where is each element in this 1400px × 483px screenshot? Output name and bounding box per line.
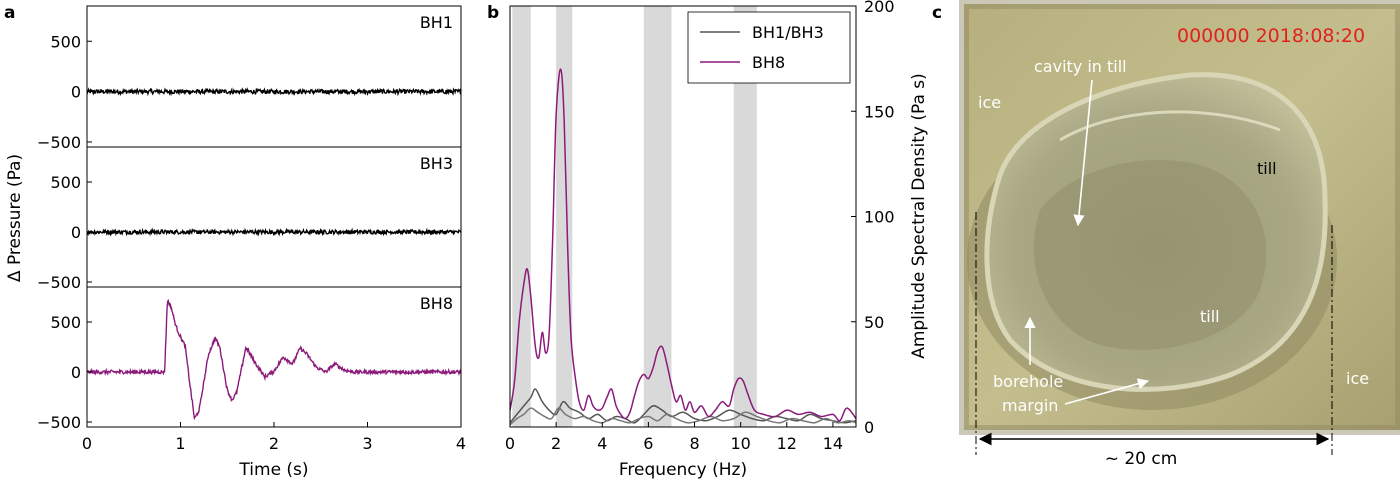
y-tick-label: 100 xyxy=(864,208,895,227)
subplot-frame-bh8 xyxy=(86,286,462,428)
legend-box xyxy=(687,11,851,84)
y-tick-label: −500 xyxy=(37,413,81,432)
frequency-band-4 xyxy=(733,6,757,427)
photo-vignette xyxy=(959,0,1400,435)
x-tick-label: 0 xyxy=(505,434,515,453)
panel-b-x-ticks: 0 2 4 6 8 10 12 14 xyxy=(505,422,843,453)
borehole-image: 000000 2018:08:20 ice cavity in till til… xyxy=(959,0,1400,435)
cavity-outline xyxy=(984,72,1328,392)
x-tick-label: 0 xyxy=(82,434,92,453)
cavity-upper-ridge xyxy=(1059,110,1281,142)
subplot-label-bh3: BH3 xyxy=(420,154,453,173)
subplot-bh3: −500 0 500 BH3 xyxy=(37,146,462,292)
y-tick-label: −500 xyxy=(37,133,81,152)
series-line-bh1-bh3-2 xyxy=(509,407,857,426)
panel-a-letter: a xyxy=(4,3,15,23)
x-tick-label: 1 xyxy=(175,434,185,453)
panel-a-ylabel: Δ Pressure (Pa) xyxy=(5,154,25,282)
x-tick-label: 4 xyxy=(456,434,466,453)
x-tick-label: 3 xyxy=(362,434,372,453)
panel-b-ylabel: Amplitude Spectral Density (Pa s) xyxy=(909,73,929,359)
panel-a-xlabel: Time (s) xyxy=(238,460,308,480)
x-tick-label: 8 xyxy=(689,434,699,453)
panel-c-borehole-photo: c 000000 2018:08:20 ice cavity in till t… xyxy=(932,0,1400,469)
legend-label-bh13: BH1/BH3 xyxy=(752,23,824,42)
legend-label-bh8: BH8 xyxy=(752,53,785,72)
frequency-bands xyxy=(512,6,757,427)
subplot-label-bh8: BH8 xyxy=(420,294,453,313)
scale-bar: ~ 20 cm xyxy=(975,212,1333,469)
panel-a-time-series: a Δ Pressure (Pa) Time (s) −5000500BH1−5… xyxy=(4,3,466,480)
y-tick-label: 200 xyxy=(864,0,895,16)
x-tick-label: 14 xyxy=(823,434,843,453)
legend: BH1/BH3 BH8 xyxy=(687,11,851,84)
y-tick-label: 500 xyxy=(50,173,81,192)
y-tick-label: 0 xyxy=(864,418,874,437)
x-tick-label: 6 xyxy=(643,434,653,453)
arrow-margin xyxy=(1064,378,1150,405)
label-till-lower: till xyxy=(1200,307,1220,326)
spectrum-series xyxy=(509,68,857,426)
label-ice-left: ice xyxy=(978,93,1001,112)
series-line-bh8-0 xyxy=(509,68,857,422)
panel-b-spectrum: b 0 2 4 6 8 10 12 14 0 50 100 150 200 Frequency (Hz… xyxy=(487,0,929,480)
subplot-label-bh1: BH1 xyxy=(420,13,453,32)
cavity-inner-texture xyxy=(1033,160,1267,350)
y-tick-label: 0 xyxy=(71,363,81,382)
trace-bh1 xyxy=(86,87,462,97)
x-tick-label: 10 xyxy=(730,434,750,453)
frequency-band-3 xyxy=(643,6,672,427)
series-line-bh1-bh3-1 xyxy=(509,388,857,424)
panel-b-letter: b xyxy=(487,3,499,23)
label-cavity: cavity in till xyxy=(1034,57,1127,76)
photo-timestamp: 000000 2018:08:20 xyxy=(1177,25,1365,47)
panel-b-xlabel: Frequency (Hz) xyxy=(619,460,747,480)
panel-a-x-ticks: 0 1 2 3 4 xyxy=(82,422,466,453)
y-tick-label: 500 xyxy=(50,313,81,332)
x-tick-label: 4 xyxy=(597,434,607,453)
y-tick-label: 0 xyxy=(71,223,81,242)
x-tick-label: 12 xyxy=(777,434,797,453)
subplot-bh8: −500 0 500 BH8 xyxy=(37,286,462,432)
panel-c-letter: c xyxy=(932,3,942,23)
subplot-frame-bh3 xyxy=(86,146,462,288)
frequency-band-2 xyxy=(556,6,573,427)
label-ice-right: ice xyxy=(1346,369,1369,388)
y-tick-label: 150 xyxy=(864,102,895,121)
y-tick-label: 0 xyxy=(71,83,81,102)
arrow-cavity xyxy=(1073,79,1093,227)
y-tick-label: 500 xyxy=(50,32,81,51)
trace-bh8 xyxy=(86,298,462,421)
scale-label: ~ 20 cm xyxy=(1105,449,1178,469)
label-borehole: borehole xyxy=(993,372,1063,391)
subplot-frame-bh1 xyxy=(86,5,462,148)
frequency-band-1 xyxy=(512,6,531,427)
trace-bh3 xyxy=(86,227,462,237)
panel-a-subplots: −500 0 500 BH1 −500 0 500 BH3 −500 0 500 BH8 xyxy=(37,5,462,432)
x-tick-label: 2 xyxy=(551,434,561,453)
subplot-bh1: −500 0 500 BH1 xyxy=(37,5,462,152)
panel-b-y-ticks: 0 50 100 150 200 xyxy=(851,0,895,437)
x-tick-label: 2 xyxy=(269,434,279,453)
label-till-upper: till xyxy=(1257,159,1277,178)
y-tick-label: −500 xyxy=(37,273,81,292)
label-margin: margin xyxy=(1002,396,1058,415)
y-tick-label: 50 xyxy=(864,313,884,332)
